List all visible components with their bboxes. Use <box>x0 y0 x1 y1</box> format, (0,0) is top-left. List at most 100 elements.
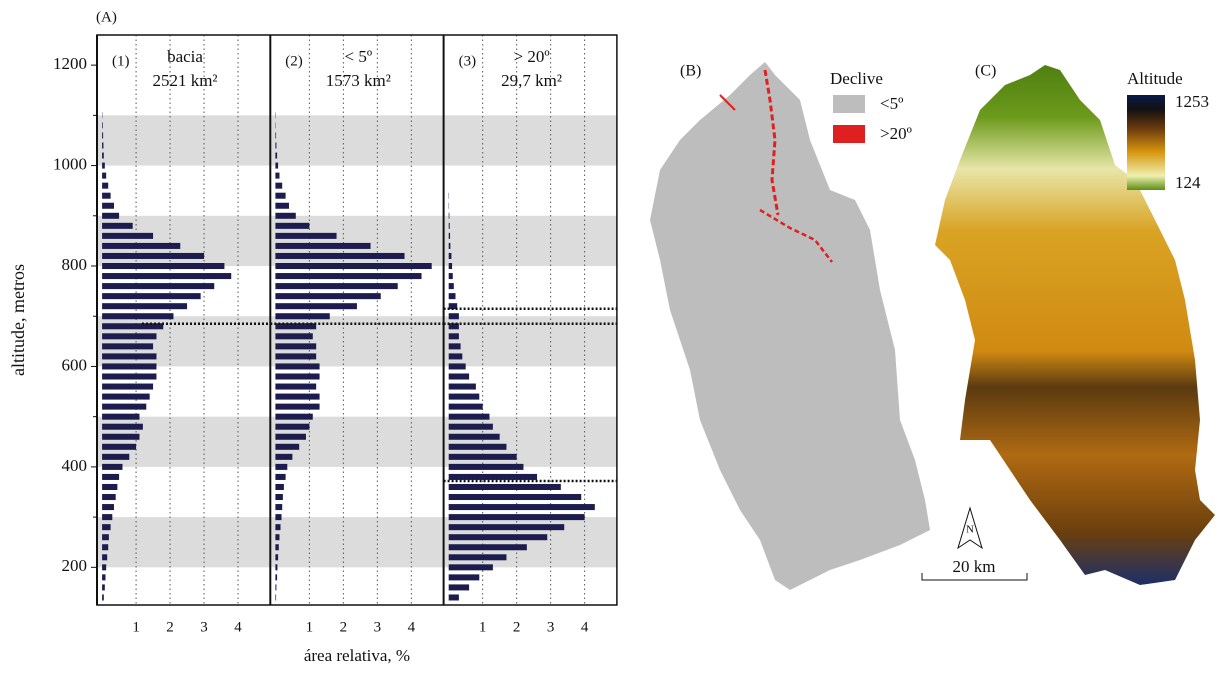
x-tick-label: 2 <box>166 619 174 635</box>
bar <box>449 434 500 440</box>
y-tick-label: 400 <box>62 456 88 475</box>
y-axis-label: altitude, metros <box>8 264 28 376</box>
bar <box>275 333 312 339</box>
bar <box>449 213 450 219</box>
bar <box>449 404 483 410</box>
panel-area: 1573 km² <box>326 71 391 90</box>
x-tick-label: 1 <box>306 619 314 635</box>
bar <box>102 373 156 379</box>
bar <box>449 243 451 249</box>
bar <box>449 223 450 229</box>
bar <box>275 163 278 169</box>
bar <box>449 414 490 420</box>
bar <box>102 434 139 440</box>
x-axis-label: área relativa, % <box>304 646 410 665</box>
bar <box>275 153 277 159</box>
bar <box>102 293 201 299</box>
bar <box>449 424 493 430</box>
bar <box>449 373 469 379</box>
bar <box>102 564 106 570</box>
y-tick-label: 200 <box>62 556 88 575</box>
bar <box>449 564 493 570</box>
bar <box>449 484 561 490</box>
bar <box>449 514 585 520</box>
panel-tag: (1) <box>112 53 130 69</box>
legend-swatch <box>833 95 865 113</box>
bar <box>275 373 319 379</box>
legend-label: >20º <box>880 124 912 143</box>
legend-max: 1253 <box>1175 92 1209 111</box>
bar <box>449 273 453 279</box>
bar <box>449 494 582 500</box>
bar <box>275 524 280 530</box>
panel-area: 2521 km² <box>152 71 217 90</box>
bar <box>102 424 143 430</box>
bar <box>449 584 469 590</box>
figure: (B) Declive <5º>20º (C) Altitude 1253 12… <box>0 0 1230 668</box>
bar <box>449 384 476 390</box>
x-tick-label: 4 <box>234 619 242 635</box>
bar <box>275 132 276 138</box>
bar <box>275 343 316 349</box>
bar <box>102 594 104 600</box>
bar <box>102 574 105 580</box>
bar <box>102 524 110 530</box>
bar <box>275 464 287 470</box>
bar <box>102 414 139 420</box>
bar <box>449 534 548 540</box>
bar <box>449 464 524 470</box>
panel-label: (A) <box>96 9 117 25</box>
bar <box>102 343 153 349</box>
bar <box>102 384 153 390</box>
bar <box>275 594 276 600</box>
x-tick-label: 2 <box>340 619 348 635</box>
bar <box>275 384 316 390</box>
bar <box>102 404 146 410</box>
bar <box>102 243 180 249</box>
map-label: (B) <box>680 63 701 80</box>
bar <box>102 153 104 159</box>
x-tick-label: 1 <box>132 619 140 635</box>
bar <box>275 213 295 219</box>
bar <box>449 524 565 530</box>
y-tick-label: 800 <box>62 255 88 274</box>
bar <box>449 554 507 560</box>
band <box>97 115 617 165</box>
bar <box>275 534 279 540</box>
bar <box>102 163 105 169</box>
legend-title: Declive <box>830 69 883 88</box>
bar <box>275 193 285 199</box>
x-tick-label: 3 <box>374 619 382 635</box>
bar <box>449 293 456 299</box>
bar <box>102 253 204 259</box>
north-label: N <box>966 524 974 536</box>
bar <box>275 173 279 179</box>
bar <box>275 313 329 319</box>
bar <box>449 574 480 580</box>
panel-area: 29,7 km² <box>501 71 562 90</box>
x-tick-label: 3 <box>200 619 208 635</box>
bar <box>275 584 276 590</box>
bar <box>449 263 452 269</box>
bar <box>102 584 105 590</box>
bar <box>102 142 103 148</box>
bar <box>102 313 173 319</box>
x-tick-label: 3 <box>547 619 555 635</box>
bar <box>449 504 595 510</box>
panel-title: > 20º <box>514 47 550 66</box>
y-tick-label: 600 <box>62 355 88 374</box>
bar <box>449 394 480 400</box>
bar <box>275 484 283 490</box>
bar <box>449 454 517 460</box>
bar <box>102 283 214 289</box>
bar <box>102 514 112 520</box>
bar <box>102 122 103 128</box>
scale-label: 20 km <box>953 557 996 576</box>
bar <box>275 253 404 259</box>
bar <box>102 464 122 470</box>
bar <box>449 253 452 259</box>
bar <box>449 343 461 349</box>
bar <box>102 394 150 400</box>
bar <box>102 132 103 138</box>
